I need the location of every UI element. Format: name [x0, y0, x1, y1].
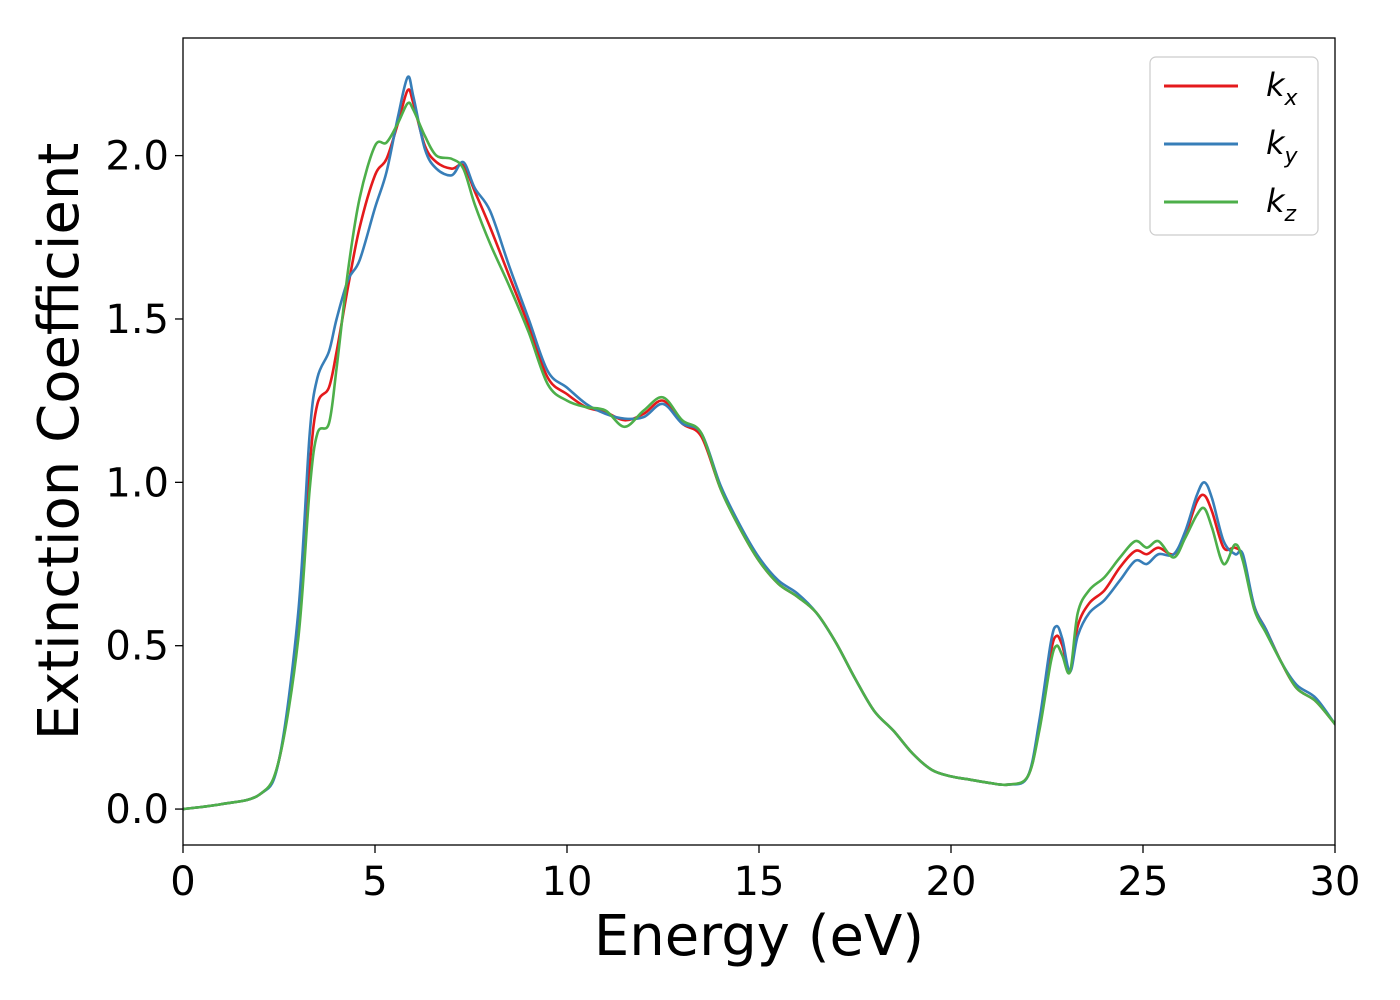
x-tick-label: 20: [926, 859, 977, 905]
x-tick-label: 10: [542, 859, 593, 905]
legend-box: [1149, 56, 1319, 236]
x-tick-label: 25: [1118, 859, 1169, 905]
legend-label-sub: z: [1284, 202, 1297, 227]
legend-label-sub: y: [1284, 144, 1299, 169]
y-tick-label: 1.0: [105, 460, 169, 506]
series-layer: [183, 75, 1335, 811]
x-tick-label: 15: [734, 859, 785, 905]
series-line-z: [183, 101, 1335, 811]
legend-label-z: kz: [1266, 182, 1297, 227]
y-tick-label: 2.0: [105, 134, 169, 180]
legend-label-main: k: [1266, 66, 1286, 104]
x-tick-label: 30: [1310, 859, 1361, 905]
x-axis: 0 5 10 15 20 25 30: [170, 845, 1360, 905]
series-line-y: [183, 75, 1335, 811]
legend-label-x: kx: [1266, 66, 1299, 111]
legend-label-main: k: [1266, 182, 1286, 220]
y-axis-title: Extinction Coefficient: [27, 143, 92, 741]
y-tick-label: 0.0: [105, 787, 169, 833]
x-tick-label: 0: [170, 859, 195, 905]
legend-label-sub: x: [1284, 86, 1299, 111]
legend-label-main: k: [1266, 124, 1286, 162]
y-axis: 0.0 0.5 1.0 1.5 2.0: [105, 134, 183, 833]
x-axis-title: Energy (eV): [594, 904, 924, 969]
y-tick-label: 0.5: [105, 624, 169, 670]
legend-label-y: ky: [1266, 124, 1299, 169]
x-tick-label: 5: [362, 859, 387, 905]
y-tick-label: 1.5: [105, 297, 169, 343]
